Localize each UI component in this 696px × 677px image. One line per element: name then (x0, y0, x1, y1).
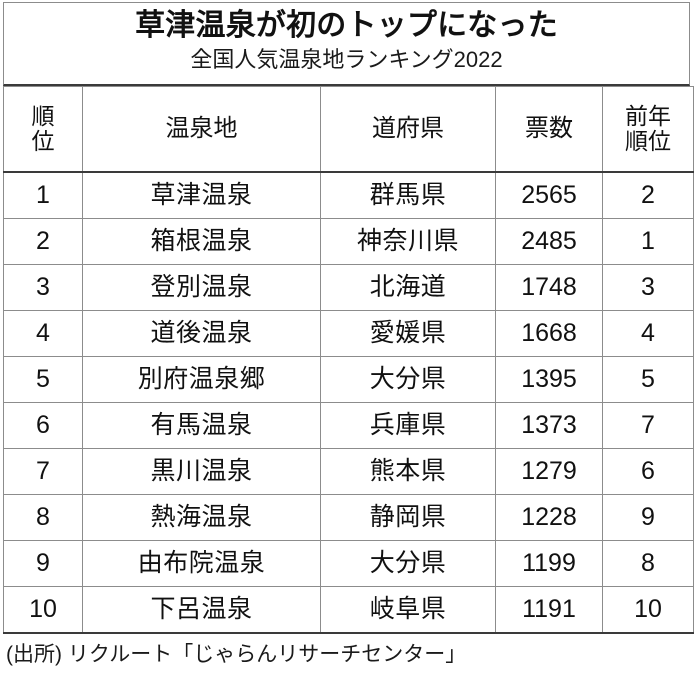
column-header-prefecture: 道府県 (320, 86, 496, 173)
cell-onsen: 由布院温泉 (82, 540, 321, 587)
cell-votes: 1228 (495, 494, 603, 541)
cell-prefecture: 兵庫県 (320, 402, 496, 449)
cell-onsen: 草津温泉 (82, 171, 321, 219)
table-row: 1 草津温泉 群馬県 2565 2 (3, 171, 694, 219)
cell-previous-rank: 2 (602, 171, 694, 219)
page-subtitle: 全国人気温泉地ランキング2022 (190, 46, 503, 72)
cell-onsen: 別府温泉郷 (82, 356, 321, 403)
table-row: 5 別府温泉郷 大分県 1395 5 (3, 356, 694, 403)
cell-onsen: 下呂温泉 (82, 586, 321, 634)
cell-rank: 2 (3, 218, 83, 265)
table-body: 1 草津温泉 群馬県 2565 2 2 箱根温泉 神奈川県 2485 1 3 登… (3, 171, 694, 634)
cell-previous-rank: 6 (602, 448, 694, 495)
cell-votes: 1668 (495, 310, 603, 357)
cell-prefecture: 熊本県 (320, 448, 496, 495)
cell-rank: 10 (3, 586, 83, 634)
cell-previous-rank: 8 (602, 540, 694, 587)
column-header-rank: 順位 (3, 86, 83, 173)
cell-prefecture: 大分県 (320, 356, 496, 403)
column-header-previous-rank-line1: 前年 (625, 103, 671, 130)
cell-rank: 9 (3, 540, 83, 587)
cell-votes: 2485 (495, 218, 603, 265)
cell-votes: 1199 (495, 540, 603, 587)
cell-rank: 6 (3, 402, 83, 449)
column-header-onsen: 温泉地 (82, 86, 321, 173)
page-title: 草津温泉が初のトップになった (135, 9, 558, 42)
column-header-previous-rank: 前年 順位 (602, 86, 694, 173)
cell-votes: 1191 (495, 586, 603, 634)
cell-prefecture: 愛媛県 (320, 310, 496, 357)
cell-rank: 7 (3, 448, 83, 495)
cell-rank: 1 (3, 171, 83, 219)
cell-votes: 1373 (495, 402, 603, 449)
table-row: 8 熱海温泉 静岡県 1228 9 (3, 494, 694, 541)
cell-prefecture: 群馬県 (320, 171, 496, 219)
cell-rank: 4 (3, 310, 83, 357)
cell-previous-rank: 10 (602, 586, 694, 634)
cell-prefecture: 大分県 (320, 540, 496, 587)
table-row: 2 箱根温泉 神奈川県 2485 1 (3, 218, 694, 265)
source-note: (出所) リクルート「じゃらんリサーチセンター」 (6, 643, 467, 666)
cell-rank: 5 (3, 356, 83, 403)
cell-onsen: 箱根温泉 (82, 218, 321, 265)
cell-rank: 8 (3, 494, 83, 541)
column-header-votes: 票数 (495, 86, 603, 173)
cell-votes: 1395 (495, 356, 603, 403)
cell-votes: 1748 (495, 264, 603, 311)
cell-prefecture: 岐阜県 (320, 586, 496, 634)
table-header-row: 順位 温泉地 道府県 票数 前年 順位 (3, 86, 694, 173)
cell-previous-rank: 5 (602, 356, 694, 403)
cell-prefecture: 静岡県 (320, 494, 496, 541)
cell-onsen: 道後温泉 (82, 310, 321, 357)
table-header: 順位 温泉地 道府県 票数 前年 順位 (3, 86, 694, 173)
cell-rank: 3 (3, 264, 83, 311)
title-block: 草津温泉が初のトップになった 全国人気温泉地ランキング2022 (3, 2, 690, 86)
table-row: 7 黒川温泉 熊本県 1279 6 (3, 448, 694, 495)
column-header-previous-rank-line2: 順位 (625, 128, 671, 154)
table-row: 3 登別温泉 北海道 1748 3 (3, 264, 694, 311)
cell-onsen: 黒川温泉 (82, 448, 321, 495)
cell-previous-rank: 3 (602, 264, 694, 311)
cell-prefecture: 神奈川県 (320, 218, 496, 265)
cell-previous-rank: 7 (602, 402, 694, 449)
cell-previous-rank: 1 (602, 218, 694, 265)
column-header-rank-line2: 位 (31, 128, 55, 154)
cell-onsen: 熱海温泉 (82, 494, 321, 541)
cell-previous-rank: 9 (602, 494, 694, 541)
table-row: 4 道後温泉 愛媛県 1668 4 (3, 310, 694, 357)
ranking-table: 順位 温泉地 道府県 票数 前年 順位 1 草津温泉 群馬県 2565 2 2 箱… (3, 86, 694, 634)
cell-prefecture: 北海道 (320, 264, 496, 311)
table-row: 6 有馬温泉 兵庫県 1373 7 (3, 402, 694, 449)
table-row: 10 下呂温泉 岐阜県 1191 10 (3, 586, 694, 634)
cell-previous-rank: 4 (602, 310, 694, 357)
table-row: 9 由布院温泉 大分県 1199 8 (3, 540, 694, 587)
cell-onsen: 登別温泉 (82, 264, 321, 311)
cell-votes: 2565 (495, 171, 603, 219)
column-header-rank-line1: 順 (31, 103, 55, 130)
cell-votes: 1279 (495, 448, 603, 495)
cell-onsen: 有馬温泉 (82, 402, 321, 449)
